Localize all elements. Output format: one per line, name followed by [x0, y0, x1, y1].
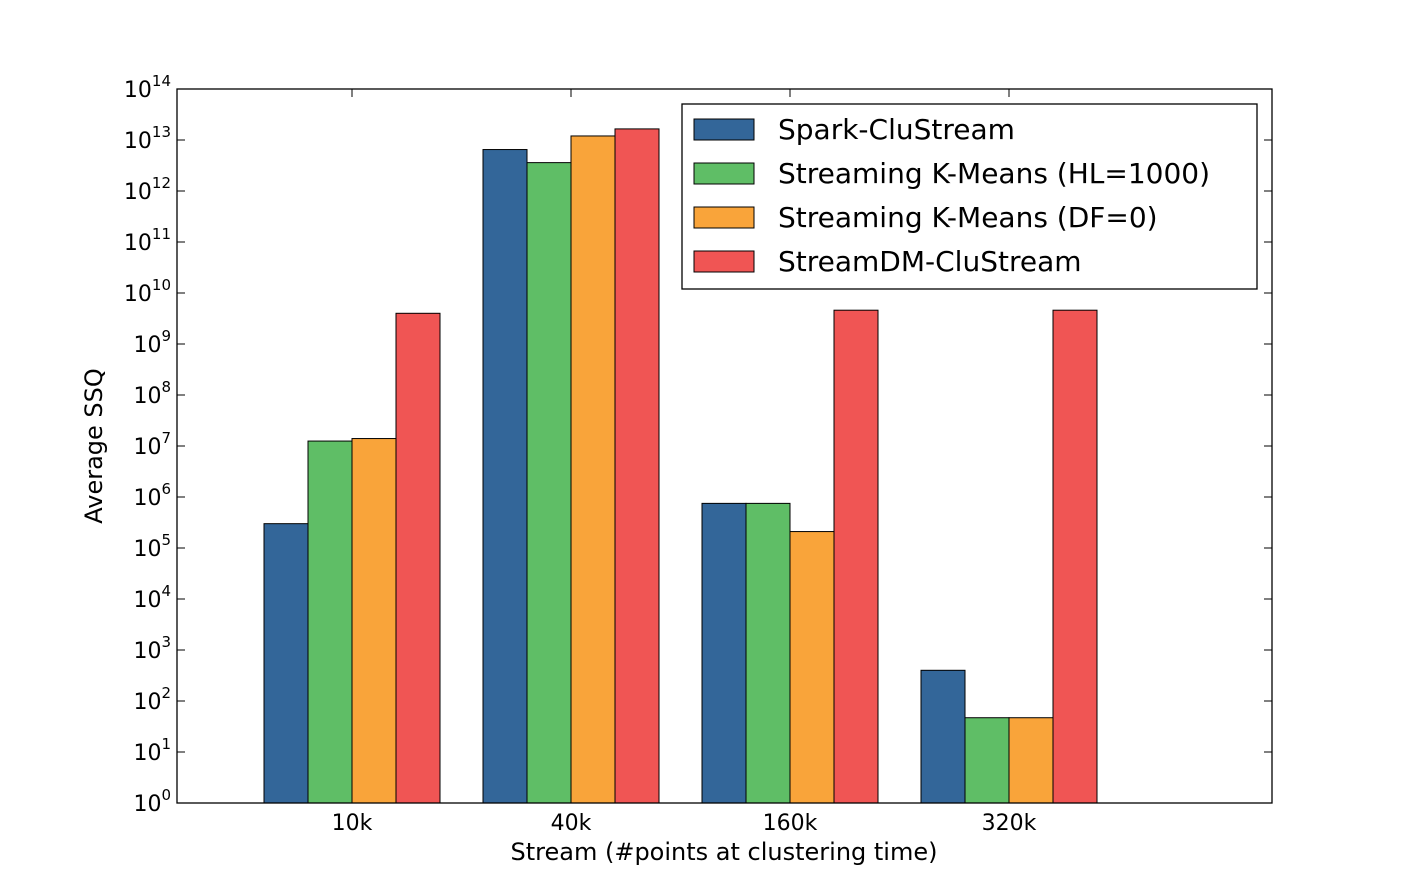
y-tick-label: 1012: [124, 174, 171, 205]
legend: Spark-CluStream Streaming K-Means (HL=100…: [681, 103, 1258, 290]
y-tick-label: 108: [133, 378, 171, 409]
bar: [263, 523, 309, 804]
plot-frame: [176, 88, 1273, 804]
bar: [395, 312, 441, 804]
y-tick-labels: 100 101 102 103 104 105 106 107 108 109 1010 1011 10…: [124, 72, 171, 817]
y-tick-label: 109: [133, 327, 171, 358]
legend-swatch: [693, 118, 755, 141]
y-tick-label: 105: [133, 531, 171, 562]
y-tick-label: 102: [133, 684, 171, 715]
legend-label: StreamDM-CluStream: [778, 245, 1082, 278]
bar: [833, 309, 879, 804]
y-axis-label: Average SSQ: [80, 368, 108, 524]
x-tick-label: 320k: [982, 811, 1037, 836]
y-tick-label: 1010: [124, 276, 171, 307]
y-tick-label: 104: [133, 582, 171, 613]
bar: [701, 502, 747, 804]
y-tick-label: 101: [133, 735, 171, 766]
legend-label: Spark-CluStream: [778, 113, 1015, 146]
bar: [920, 669, 966, 804]
x-axis-label: Stream (#points at clustering time): [511, 838, 938, 866]
y-tick-label: 1011: [124, 225, 171, 256]
legend-label: Streaming K-Means (HL=1000): [778, 157, 1210, 190]
y-tick-label: 1014: [124, 72, 171, 103]
bar: [1052, 309, 1098, 804]
legend-swatch: [693, 250, 755, 273]
x-tick-label: 40k: [551, 811, 592, 836]
bar: [964, 717, 1010, 804]
legend-box: [681, 103, 1258, 290]
bar: [789, 531, 835, 804]
bar: [482, 149, 528, 804]
y-tick-label: 107: [133, 429, 171, 460]
y-tick-label: 106: [133, 480, 171, 511]
bar: [1008, 717, 1054, 804]
bar: [526, 162, 572, 804]
y-tick-label: 103: [133, 633, 171, 664]
legend-label: Streaming K-Means (DF=0): [778, 201, 1158, 234]
bar: [745, 502, 791, 804]
legend-swatch: [693, 162, 755, 185]
x-tick-labels: 10k 40k 160k 320k: [332, 811, 1037, 836]
bar: [307, 440, 353, 804]
bars-group: [263, 128, 1098, 804]
ticks-group: [177, 88, 1272, 804]
bar: [351, 438, 397, 804]
y-tick-label: 1013: [124, 123, 171, 154]
legend-swatch: [693, 206, 755, 229]
bar: [614, 128, 660, 804]
y-tick-label: 100: [133, 786, 171, 817]
x-tick-label: 160k: [763, 811, 818, 836]
bar: [570, 135, 616, 804]
x-tick-label: 10k: [332, 811, 373, 836]
